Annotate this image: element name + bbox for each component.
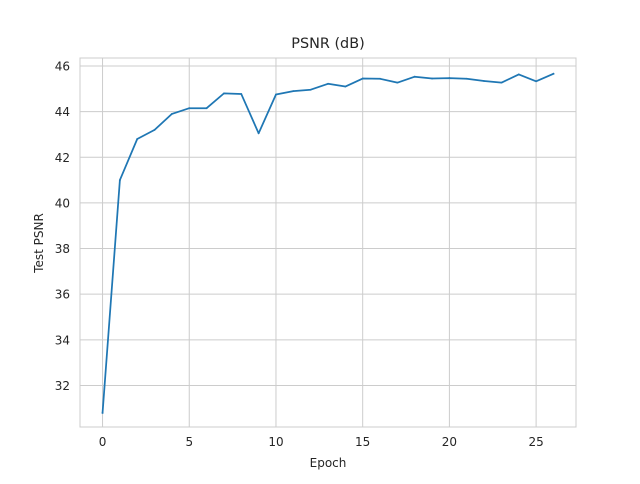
data-point — [257, 132, 260, 135]
data-point — [171, 113, 173, 115]
data-point — [379, 77, 381, 80]
data-point — [344, 85, 347, 88]
x-tick-label: 15 — [355, 435, 370, 449]
series-layer — [101, 72, 555, 414]
data-point — [396, 81, 399, 84]
data-point — [101, 411, 104, 414]
chart-title: PSNR (dB) — [291, 36, 364, 52]
grid — [80, 58, 576, 427]
data-point — [292, 90, 295, 92]
x-axis-label: Epoch — [310, 456, 347, 470]
x-tick-label: 20 — [442, 435, 457, 449]
y-tick-label: 44 — [55, 105, 70, 119]
data-point — [517, 73, 520, 76]
x-tick-label: 0 — [99, 435, 107, 449]
plot-frame — [79, 57, 577, 428]
data-point — [309, 88, 312, 91]
data-point — [240, 93, 243, 95]
data-point — [327, 82, 329, 85]
y-tick-labels: 32 34 36 38 40 42 44 46 — [55, 59, 70, 392]
x-tick-label: 25 — [528, 435, 543, 449]
data-point — [275, 93, 277, 96]
data-point — [552, 72, 555, 75]
data-point — [223, 92, 225, 95]
series-line — [101, 72, 555, 414]
x-tick-labels: 0 5 10 15 20 25 — [99, 435, 544, 449]
data-point — [431, 77, 433, 80]
data-point — [483, 80, 485, 82]
data-point — [448, 77, 451, 79]
data-point — [413, 75, 416, 78]
y-tick-label: 36 — [55, 288, 70, 302]
data-point — [153, 128, 156, 131]
y-tick-label: 46 — [55, 59, 70, 73]
y-axis-label: Test PSNR — [32, 213, 46, 274]
y-tick-label: 40 — [55, 196, 70, 210]
data-point — [188, 107, 191, 110]
data-point — [136, 138, 139, 140]
data-point — [535, 80, 538, 83]
x-tick-label: 10 — [268, 435, 283, 449]
data-point — [500, 81, 503, 84]
x-tick-label: 5 — [185, 435, 193, 449]
y-tick-label: 32 — [55, 379, 70, 393]
data-point — [205, 107, 208, 110]
data-point — [465, 77, 468, 80]
y-tick-label: 38 — [55, 242, 70, 256]
data-point — [118, 179, 121, 181]
y-tick-label: 42 — [55, 151, 70, 165]
data-point — [361, 77, 364, 80]
y-tick-label: 34 — [55, 333, 70, 347]
